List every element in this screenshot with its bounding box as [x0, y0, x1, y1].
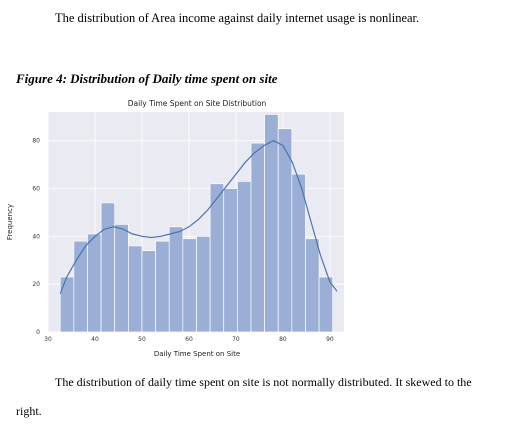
histogram-bar — [127, 245, 143, 333]
histogram-bar — [87, 233, 102, 333]
paragraph-bottom-line2: right. — [16, 404, 42, 418]
histogram-bar — [250, 142, 265, 333]
y-axis-label: Frequency — [6, 204, 14, 240]
x-axis-ticks: 30 40 50 60 70 80 90 — [44, 336, 334, 343]
histogram-bar — [264, 114, 279, 333]
histogram-figure: Daily Time Spent on Site Distribution 30… — [6, 99, 344, 358]
histogram-bar — [236, 180, 252, 333]
histogram-bar — [196, 235, 211, 333]
x-tick-label: 70 — [232, 336, 240, 343]
y-axis-ticks: 0 20 40 60 80 — [32, 138, 40, 336]
histogram-bar — [305, 238, 320, 333]
histogram-bar — [223, 188, 238, 333]
x-tick-label: 50 — [138, 336, 146, 343]
y-tick-label: 20 — [32, 281, 40, 288]
paragraph-top: The distribution of Area income against … — [55, 11, 420, 25]
x-tick-label: 30 — [44, 336, 52, 343]
y-tick-label: 0 — [36, 329, 40, 336]
chart-title: Daily Time Spent on Site Distribution — [128, 99, 267, 108]
y-tick-label: 40 — [32, 233, 40, 240]
histogram-bar — [100, 202, 116, 333]
histogram-bar — [59, 276, 75, 333]
histogram-bar — [318, 276, 334, 333]
x-tick-label: 60 — [185, 336, 193, 343]
histogram-bar — [141, 250, 156, 333]
kde-curve — [59, 140, 338, 294]
histogram-bar — [168, 226, 184, 333]
x-tick-label: 80 — [279, 336, 287, 343]
x-tick-label: 90 — [326, 336, 334, 343]
histogram-bar — [155, 240, 170, 333]
histogram-bar — [291, 173, 306, 333]
y-tick-label: 80 — [32, 138, 40, 145]
histogram-bar — [73, 240, 88, 333]
x-tick-label: 40 — [91, 336, 99, 343]
x-axis-label: Daily Time Spent on Site — [154, 350, 240, 358]
histogram-bar — [277, 128, 293, 333]
figure-caption: Figure 4: Distribution of Daily time spe… — [16, 71, 278, 86]
y-tick-label: 60 — [32, 186, 40, 193]
histogram-bar — [182, 238, 197, 333]
histogram-bars — [59, 114, 334, 333]
histogram-bar — [209, 183, 225, 333]
histogram-bar — [114, 224, 129, 333]
paragraph-bottom-line1: The distribution of daily time spent on … — [55, 375, 472, 389]
